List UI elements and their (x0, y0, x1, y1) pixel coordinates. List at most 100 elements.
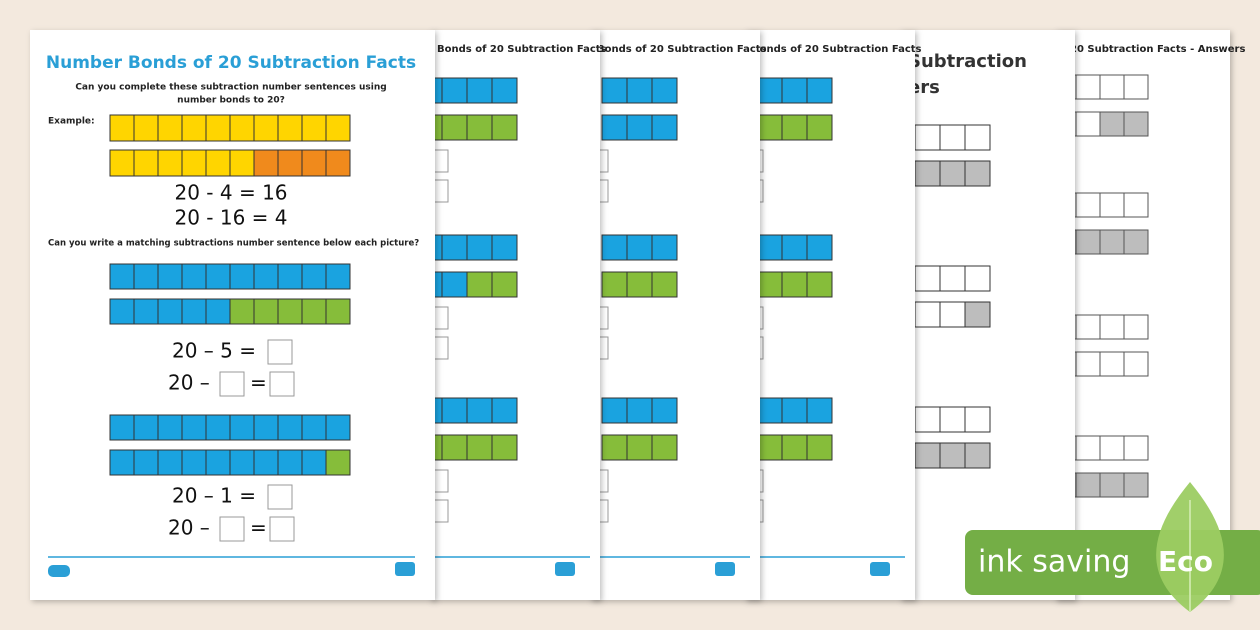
bar-cell (914, 442, 941, 469)
bar-cell (781, 234, 808, 261)
bar-cell (1099, 435, 1125, 461)
bar-cell (756, 434, 783, 461)
bar-cell (109, 298, 135, 325)
bar-cell (806, 271, 833, 298)
bar-cell (914, 124, 941, 151)
bar-cell (109, 414, 135, 441)
bar-cell (651, 434, 678, 461)
bar-cell (1123, 314, 1149, 340)
bar-cell (1123, 229, 1149, 255)
bar-cell (441, 77, 468, 104)
bar-cell (157, 263, 183, 290)
bar-cell (626, 77, 653, 104)
instruction: Can you complete these subtraction numbe… (75, 83, 386, 93)
bar-cell (651, 271, 678, 298)
equation: 20 – (168, 516, 210, 540)
footer-logo (870, 562, 890, 576)
bar-cell (157, 414, 183, 441)
bar-cell (277, 263, 303, 290)
bar-cell (914, 406, 941, 433)
bar-cell (651, 397, 678, 424)
bar-cell (964, 301, 991, 328)
bar-cell (441, 397, 468, 424)
footer-logo (555, 562, 575, 576)
answer-box (219, 371, 245, 397)
bar-cell (325, 149, 351, 177)
title: Number Bonds of 20 Subtraction Facts (46, 53, 416, 73)
bar-cell (1075, 472, 1101, 498)
bar-cell (1099, 229, 1125, 255)
bar-cell (181, 449, 207, 476)
bar-cell (939, 406, 966, 433)
badge-label: Eco (1158, 545, 1213, 578)
bar-cell (756, 77, 783, 104)
bar-cell (277, 298, 303, 325)
bar-cell (781, 434, 808, 461)
bar-cell (466, 397, 493, 424)
bar-cell (253, 149, 279, 177)
page-header: Subtraction (908, 51, 1027, 72)
bar-cell (441, 114, 468, 141)
bar-cell (441, 271, 468, 298)
answer-box (267, 339, 293, 365)
bar-cell (491, 77, 518, 104)
example-label: Example: (48, 117, 95, 127)
bar-cell (914, 160, 941, 187)
bar-cell (277, 449, 303, 476)
bar-cell (651, 114, 678, 141)
pages: 20 Subtraction Facts - Answers Subtractio… (30, 30, 1260, 612)
bar-cell (229, 449, 255, 476)
bar-cell (1075, 435, 1101, 461)
bar-cell (109, 449, 135, 476)
bar-cell (133, 149, 159, 177)
bar-cell (1123, 192, 1149, 218)
bar-cell (626, 234, 653, 261)
bar-cell (133, 449, 159, 476)
bar-cell (806, 397, 833, 424)
bar-cell (626, 271, 653, 298)
bar-cell (205, 114, 231, 142)
bar-cell (939, 124, 966, 151)
bar-cell (491, 234, 518, 261)
bar-cell (1123, 351, 1149, 377)
bar-cell (301, 298, 327, 325)
bar-cell (181, 298, 207, 325)
bar-cell (914, 301, 941, 328)
equation: 20 – 1 = (172, 484, 256, 508)
bar-cell (277, 149, 303, 177)
bar-cell (253, 414, 279, 441)
bar-cell (109, 263, 135, 290)
bar-cell (181, 149, 207, 177)
bar-cell (1123, 74, 1149, 100)
bar-cell (109, 114, 135, 142)
bar-cell (601, 77, 628, 104)
bar-cell (133, 263, 159, 290)
bar-cell (756, 114, 783, 141)
bar-cell (626, 434, 653, 461)
bar-cell (939, 160, 966, 187)
bar-cell (301, 414, 327, 441)
bar-cell (1075, 351, 1101, 377)
bar-cell (806, 77, 833, 104)
bar-cell (1075, 74, 1101, 100)
bar-cell (939, 442, 966, 469)
bar-cell (253, 263, 279, 290)
bar-cell (277, 414, 303, 441)
bar-cell (601, 434, 628, 461)
bar-cell (964, 265, 991, 292)
bar-cell (205, 298, 231, 325)
bar-cell (229, 414, 255, 441)
equation: = (250, 516, 267, 540)
bar-cell (325, 298, 351, 325)
bar-cell (466, 271, 493, 298)
bar-cell (1123, 472, 1149, 498)
bar-cell (806, 434, 833, 461)
page-header: ers (908, 77, 940, 98)
bar-cell (781, 397, 808, 424)
page-header: Bonds of 20 Subtraction Facts (752, 44, 922, 55)
bar-cell (253, 298, 279, 325)
bar-cell (1099, 192, 1125, 218)
bar-cell (601, 234, 628, 261)
bar-cell (109, 149, 135, 177)
bar-cell (964, 406, 991, 433)
